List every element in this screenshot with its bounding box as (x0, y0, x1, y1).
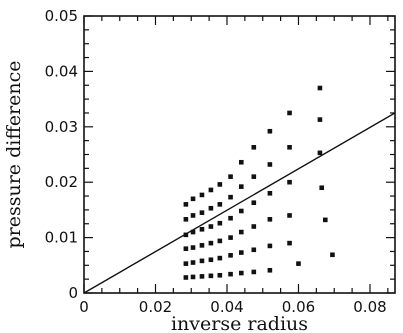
data-point (183, 232, 189, 238)
data-point (228, 253, 233, 258)
data-point (217, 220, 223, 226)
data-point (267, 267, 273, 273)
y-tick-label: 0.05 (45, 7, 78, 25)
data-point (322, 217, 328, 223)
data-point (317, 150, 323, 156)
data-point (217, 272, 223, 278)
data-point (217, 255, 223, 261)
data-point (228, 215, 233, 221)
data-point (183, 202, 189, 207)
data-point (228, 194, 233, 200)
data-point (251, 200, 257, 205)
x-tick-label: 0 (79, 298, 89, 316)
y-tick-label: 0 (68, 284, 78, 302)
axis-ticks (83, 15, 395, 294)
data-point (199, 226, 205, 232)
data-point (251, 174, 257, 179)
data-point (199, 210, 205, 215)
data-point (287, 240, 292, 246)
data-point (217, 182, 223, 187)
y-tick-label: 0.03 (45, 118, 78, 136)
data-point (183, 246, 189, 251)
data-point (287, 110, 292, 116)
data-point (287, 144, 292, 150)
data-point (317, 85, 323, 91)
data-point (238, 229, 244, 235)
fit-line-segment (83, 112, 396, 294)
data-point (251, 247, 257, 253)
data-points (183, 85, 335, 280)
data-point (208, 187, 214, 193)
data-point (190, 260, 196, 265)
data-point (238, 159, 244, 165)
data-point (199, 274, 205, 279)
data-point (251, 269, 257, 275)
x-tick-label: 0.06 (282, 298, 315, 316)
data-point (251, 144, 257, 150)
data-point (238, 184, 244, 189)
data-point (267, 162, 273, 167)
data-point (238, 208, 244, 214)
data-point (267, 217, 273, 222)
data-point (287, 179, 292, 185)
data-point (319, 185, 325, 191)
y-tick-label: 0.02 (45, 173, 78, 191)
data-point (183, 261, 189, 266)
data-point (208, 240, 214, 246)
data-point (199, 243, 205, 248)
data-point (267, 190, 273, 196)
x-axis-title: inverse radius (171, 313, 308, 333)
data-point (183, 217, 189, 222)
data-point (228, 174, 233, 179)
data-point (238, 270, 244, 276)
data-point (267, 128, 273, 134)
y-tick-label: 0.01 (45, 229, 78, 247)
data-point (287, 213, 292, 218)
data-point (228, 271, 233, 277)
data-point (251, 224, 257, 229)
data-point (217, 238, 223, 244)
data-point (317, 117, 323, 122)
data-point (208, 224, 214, 229)
data-point (208, 273, 214, 279)
data-point (190, 245, 196, 250)
data-point (190, 196, 196, 202)
y-tick-label: 0.04 (45, 62, 78, 80)
data-point (199, 258, 205, 264)
data-point (183, 275, 189, 280)
tick-labels: 0 0.02 0.04 0.06 0.08 0 0.01 0.02 0.03 0.04 0.05 (45, 7, 387, 316)
x-tick-label: 0.08 (353, 298, 386, 316)
data-point (228, 235, 233, 240)
data-point (296, 261, 301, 266)
data-point (199, 192, 205, 198)
data-point (217, 202, 223, 207)
data-point (208, 205, 214, 211)
data-point (190, 213, 196, 218)
y-axis-title: pressure difference (3, 60, 25, 248)
x-tick-label: 0.02 (139, 298, 172, 316)
x-tick-label: 0.04 (210, 298, 243, 316)
data-point (190, 229, 196, 235)
data-point (238, 250, 244, 255)
fit-line (83, 112, 396, 294)
data-point (267, 243, 273, 249)
data-point (330, 252, 335, 258)
data-point (208, 257, 214, 263)
data-point (190, 274, 196, 280)
